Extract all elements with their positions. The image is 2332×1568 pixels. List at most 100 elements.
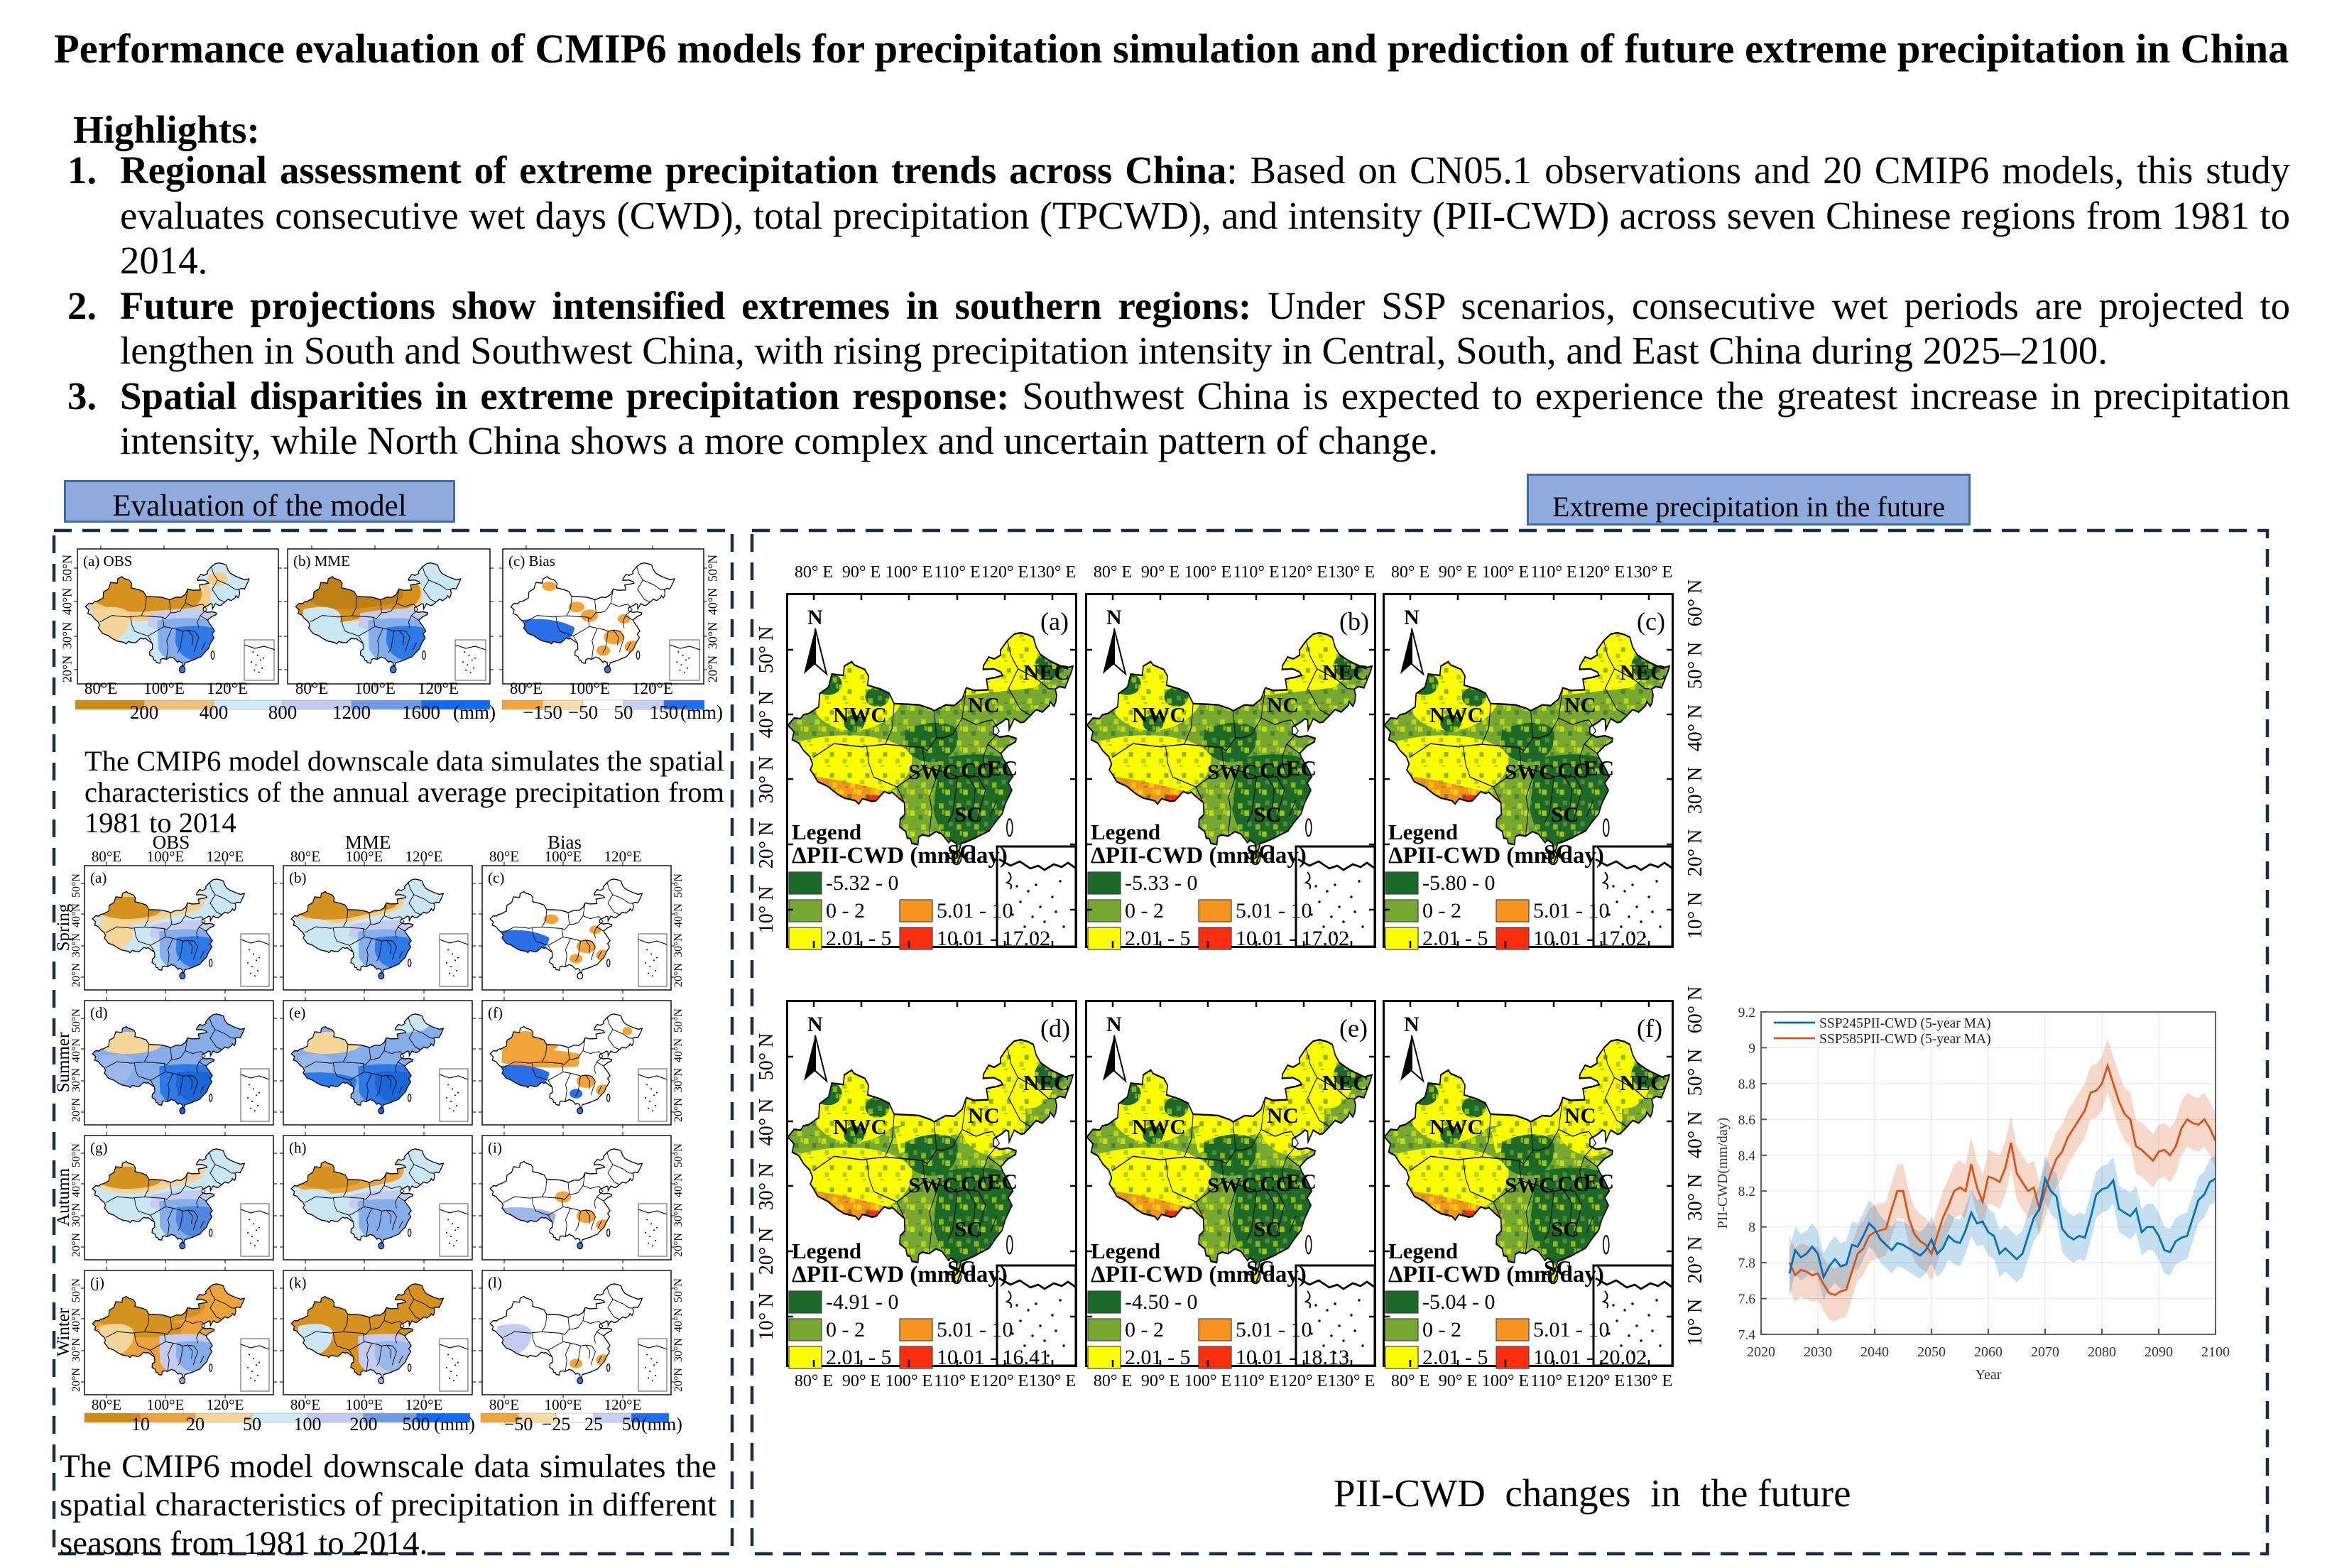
svg-text:2100: 2100	[2201, 1344, 2230, 1360]
svg-text:9: 9	[1748, 1041, 1755, 1056]
svg-text:Legend: Legend	[1388, 1238, 1458, 1263]
svg-text:0 - 2: 0 - 2	[1422, 1318, 1461, 1341]
svg-text:(e): (e)	[1339, 1014, 1368, 1042]
svg-text:(c): (c)	[1637, 607, 1665, 636]
svg-text:8.8: 8.8	[1738, 1077, 1755, 1092]
svg-text:2050: 2050	[1917, 1344, 1946, 1360]
svg-text:SC: SC	[1253, 802, 1282, 827]
svg-text:2060: 2060	[1974, 1344, 2003, 1360]
svg-text:NEC: NEC	[1322, 660, 1368, 685]
svg-text:5.01 - 10: 5.01 - 10	[1236, 1318, 1312, 1341]
svg-text:SWC: SWC	[1207, 759, 1258, 784]
svg-text:2030: 2030	[1804, 1344, 1832, 1360]
svg-text:EC: EC	[987, 756, 1018, 780]
svg-text:-5.80 - 0: -5.80 - 0	[1422, 871, 1495, 895]
svg-text:2020: 2020	[1747, 1344, 1775, 1360]
svg-text:NC: NC	[968, 1103, 1000, 1128]
svg-text:ΔPII-CWD (mm/day): ΔPII-CWD (mm/day)	[1388, 843, 1604, 869]
svg-text:Legend: Legend	[1091, 820, 1160, 844]
svg-text:ΔPII-CWD (mm/day): ΔPII-CWD (mm/day)	[1091, 843, 1307, 869]
svg-text:EC: EC	[987, 1169, 1018, 1194]
svg-text:SWC: SWC	[908, 759, 959, 784]
svg-text:SC: SC	[1544, 839, 1572, 864]
svg-text:(c) Bias: (c) Bias	[508, 552, 555, 570]
svg-text:NEC: NEC	[1322, 1070, 1368, 1095]
svg-text:(f): (f)	[1637, 1014, 1662, 1042]
svg-text:SWC: SWC	[1505, 759, 1555, 784]
svg-text:SC: SC	[1551, 802, 1579, 827]
svg-text:EC: EC	[1286, 756, 1317, 780]
svg-text:0 - 2: 0 - 2	[1125, 1318, 1164, 1341]
svg-text:SC: SC	[947, 839, 976, 864]
svg-text:-4.91 - 0: -4.91 - 0	[826, 1290, 898, 1314]
svg-text:NWC: NWC	[1132, 1114, 1186, 1139]
svg-text:N: N	[1106, 1013, 1122, 1036]
svg-text:(a): (a)	[1040, 607, 1069, 636]
svg-text:8.6: 8.6	[1738, 1113, 1756, 1128]
svg-text:(e): (e)	[289, 1004, 305, 1021]
svg-text:(j): (j)	[90, 1274, 104, 1291]
svg-text:NC: NC	[968, 692, 1000, 717]
svg-text:2.01 - 5: 2.01 - 5	[1125, 927, 1191, 950]
svg-text:PII-CWD(mm/day): PII-CWD(mm/day)	[1715, 1118, 1731, 1229]
svg-text:SC: SC	[1246, 839, 1275, 864]
svg-text:(b) MME: (b) MME	[293, 552, 350, 570]
svg-text:SSP245PII-CWD (5-year MA): SSP245PII-CWD (5-year MA)	[1819, 1016, 1991, 1031]
svg-text:0 - 2: 0 - 2	[826, 1318, 865, 1341]
svg-text:NC: NC	[1267, 692, 1299, 717]
svg-text:NEC: NEC	[1023, 660, 1069, 685]
svg-text:SC: SC	[954, 802, 983, 827]
svg-text:10.01 - 17.02: 10.01 - 17.02	[1533, 927, 1647, 950]
svg-text:(i): (i)	[488, 1139, 502, 1156]
svg-text:2.01 - 5: 2.01 - 5	[1422, 927, 1488, 950]
svg-text:-5.33 - 0: -5.33 - 0	[1125, 871, 1197, 895]
svg-text:2.01 - 5: 2.01 - 5	[1422, 1346, 1488, 1369]
svg-text:(l): (l)	[488, 1274, 502, 1291]
svg-text:5.01 - 10: 5.01 - 10	[1236, 899, 1312, 922]
svg-text:8: 8	[1748, 1221, 1755, 1236]
svg-text:10.01 - 17.02: 10.01 - 17.02	[937, 927, 1050, 950]
svg-text:(d): (d)	[90, 1004, 108, 1021]
svg-text:8.4: 8.4	[1738, 1149, 1756, 1164]
svg-text:NC: NC	[1564, 692, 1596, 717]
svg-text:EC: EC	[1584, 1169, 1614, 1194]
svg-text:SC: SC	[954, 1216, 983, 1241]
svg-text:SC: SC	[1253, 1216, 1282, 1241]
svg-text:NEC: NEC	[1620, 1070, 1666, 1095]
svg-text:NWC: NWC	[833, 1114, 887, 1139]
svg-text:N: N	[807, 606, 823, 629]
svg-text:(h): (h)	[289, 1139, 307, 1156]
svg-text:CC: CC	[1557, 758, 1589, 783]
svg-text:CC: CC	[961, 758, 993, 783]
svg-text:CC: CC	[961, 1171, 993, 1196]
svg-text:(d): (d)	[1040, 1014, 1070, 1042]
svg-text:SSP585PII-CWD (5-year MA): SSP585PII-CWD (5-year MA)	[1819, 1032, 1991, 1047]
svg-text:NWC: NWC	[1132, 702, 1186, 727]
svg-text:EC: EC	[1286, 1169, 1317, 1194]
svg-text:Legend: Legend	[1388, 820, 1458, 844]
svg-text:SC: SC	[1544, 1256, 1572, 1280]
svg-text:NC: NC	[1267, 1103, 1299, 1128]
svg-text:(b): (b)	[289, 869, 307, 886]
svg-text:5.01 - 10: 5.01 - 10	[1533, 1318, 1610, 1341]
svg-text:2.01 - 5: 2.01 - 5	[1125, 1346, 1191, 1369]
svg-text:N: N	[807, 1013, 823, 1036]
svg-text:5.01 - 10: 5.01 - 10	[937, 899, 1013, 922]
svg-text:SWC: SWC	[1505, 1172, 1555, 1197]
svg-text:N: N	[1106, 606, 1122, 629]
svg-text:(g): (g)	[90, 1139, 108, 1156]
svg-text:8.2: 8.2	[1738, 1185, 1755, 1199]
svg-text:SWC: SWC	[908, 1172, 959, 1197]
svg-text:NC: NC	[1564, 1103, 1596, 1128]
svg-text:2080: 2080	[2088, 1344, 2116, 1360]
svg-text:SC: SC	[1551, 1216, 1579, 1241]
svg-text:Legend: Legend	[792, 1238, 861, 1263]
svg-text:(a): (a)	[90, 869, 107, 886]
svg-text:2.01 - 5: 2.01 - 5	[826, 1346, 892, 1369]
svg-text:SWC: SWC	[1207, 1172, 1258, 1197]
svg-text:-5.04 - 0: -5.04 - 0	[1422, 1290, 1495, 1314]
svg-text:2040: 2040	[1860, 1344, 1889, 1360]
svg-text:EC: EC	[1584, 756, 1614, 780]
svg-text:-5.32 - 0: -5.32 - 0	[826, 871, 898, 895]
svg-text:2070: 2070	[2031, 1344, 2059, 1360]
